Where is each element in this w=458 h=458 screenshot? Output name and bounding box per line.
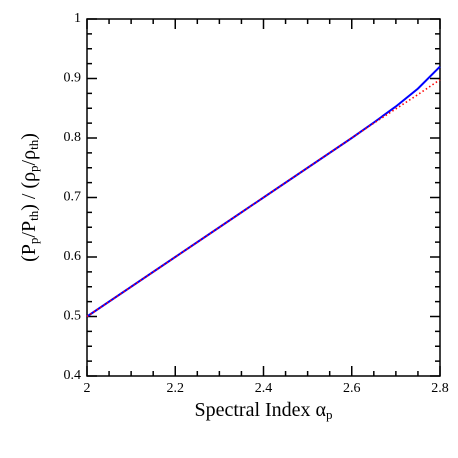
y-tick-label: 0.4 (64, 368, 82, 383)
label-part: Spectral Index α (194, 399, 326, 421)
label-part: ) / (ρ (18, 172, 40, 211)
data-line (86, 79, 441, 318)
data-line (86, 65, 441, 318)
x-tick-label: 2.8 (431, 381, 449, 396)
label-part: (P (18, 244, 40, 262)
label-part: /P (18, 221, 40, 238)
subscript: p (326, 407, 333, 422)
y-tick-label: 1 (74, 11, 81, 26)
label-part: ) (18, 133, 40, 140)
x-tick-label: 2 (84, 381, 91, 396)
x-tick-label: 2.2 (167, 381, 185, 396)
y-tick-label: 0.6 (64, 249, 82, 264)
x-axis-label: Spectral Index αp (194, 399, 332, 422)
y-tick-label: 0.9 (64, 71, 82, 86)
subscript: p (26, 165, 41, 172)
x-tick-label: 2.4 (255, 381, 273, 396)
y-tick-label: 0.8 (64, 130, 82, 145)
y-tick-label: 0.5 (64, 309, 82, 324)
y-tick-label: 0.7 (64, 190, 82, 205)
subscript: th (26, 139, 41, 150)
label-part: /ρ (18, 150, 40, 166)
subscript: th (26, 210, 41, 221)
subscript: p (26, 238, 41, 245)
x-tick-label: 2.6 (343, 381, 361, 396)
y-axis-label: (Pp/Pth) / (ρp/ρth) (18, 133, 41, 262)
